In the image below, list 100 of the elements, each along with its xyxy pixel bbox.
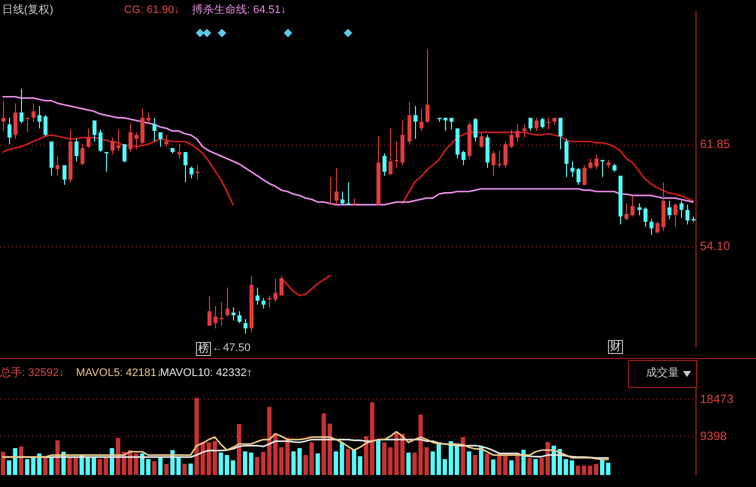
candlestick [92, 120, 96, 142]
candlestick [98, 129, 102, 153]
candlestick [14, 102, 18, 140]
candlestick [268, 294, 272, 308]
candlestick [570, 160, 574, 178]
candlestick [468, 121, 472, 160]
candlestick [382, 152, 386, 176]
candlestick [668, 200, 672, 220]
candlestick [376, 136, 380, 205]
candlestick [104, 152, 108, 172]
bar [358, 456, 362, 475]
bar [485, 453, 490, 475]
candlestick [552, 118, 556, 125]
bar [527, 458, 532, 475]
bar [224, 455, 230, 475]
candlestick [426, 48, 430, 124]
bar [533, 459, 538, 475]
candlestick [624, 202, 628, 221]
candlestick [686, 204, 690, 225]
candlestick [630, 194, 634, 218]
bar [188, 464, 193, 475]
candlestick [116, 129, 120, 152]
candlestick [638, 202, 642, 216]
candlestick [534, 117, 538, 132]
candlestick [456, 128, 460, 160]
annotation: MAVOL10: 42332↑ [160, 367, 252, 380]
candlestick [674, 202, 678, 228]
y-tick-label: 9398 [700, 428, 728, 443]
candlestick [564, 138, 568, 178]
bar [43, 456, 48, 475]
bar [291, 451, 296, 475]
candlestick [588, 158, 592, 170]
candlestick [244, 318, 248, 334]
candlestick [340, 191, 344, 206]
candlestick [50, 141, 54, 176]
candlestick [152, 117, 156, 142]
candlestick [44, 114, 48, 137]
candlestick [208, 296, 212, 326]
bar [466, 451, 472, 475]
candlestick [662, 182, 666, 232]
candlestick [420, 108, 424, 132]
candlestick [474, 117, 478, 142]
bar [570, 460, 574, 475]
bar [376, 440, 380, 475]
annotation: CG: 61.90↓ [124, 4, 180, 17]
bar [406, 452, 411, 475]
candlestick [528, 118, 532, 132]
candlestick [56, 155, 60, 176]
candlestick [128, 122, 132, 153]
candlestick [226, 287, 230, 318]
bar [576, 466, 580, 475]
candlestick [20, 88, 24, 124]
y-tick-label: 61.85 [700, 137, 730, 152]
candlestick [38, 105, 42, 129]
candlestick [462, 150, 466, 166]
candlestick [606, 159, 610, 168]
candlestick [190, 166, 194, 179]
candlestick [140, 108, 144, 145]
annotation: 成交量 [646, 367, 679, 380]
annotation: 总手: 32592↓ [0, 367, 64, 380]
candlestick [184, 152, 188, 183]
candlestick [62, 165, 66, 186]
chart-title: 日线(复权) [2, 4, 54, 17]
candlestick [262, 298, 266, 310]
candlestick [612, 163, 616, 172]
candlestick [122, 144, 126, 164]
candlestick [650, 218, 654, 236]
candlestick [334, 167, 338, 206]
bar [182, 464, 187, 475]
candlestick [256, 287, 260, 306]
bar [19, 446, 24, 475]
candlestick [510, 129, 514, 149]
candlestick [74, 138, 78, 162]
candlestick [80, 144, 84, 166]
candlestick [214, 306, 218, 329]
candlestick [274, 278, 278, 303]
candlestick [2, 100, 6, 132]
candlestick [146, 112, 150, 124]
candlestick [110, 137, 114, 156]
candlestick [522, 124, 526, 138]
y-tick-label: 18473 [700, 392, 734, 406]
bar [152, 461, 157, 475]
candlestick [86, 128, 90, 149]
candlestick [414, 105, 418, 140]
candlestick [8, 117, 12, 145]
candlestick [170, 148, 174, 154]
candlestick [164, 134, 168, 148]
candlestick [280, 275, 284, 296]
bar [509, 460, 514, 475]
candlestick [594, 154, 598, 170]
y-tick-label: 54.10 [700, 239, 730, 254]
candlestick [680, 200, 684, 218]
candlestick [32, 102, 36, 122]
candlestick [618, 176, 622, 225]
candlestick [232, 306, 236, 321]
bar [334, 451, 338, 475]
candlestick [644, 206, 648, 228]
candlestick [158, 132, 162, 148]
candlestick [388, 128, 392, 174]
candlestick [558, 118, 562, 150]
